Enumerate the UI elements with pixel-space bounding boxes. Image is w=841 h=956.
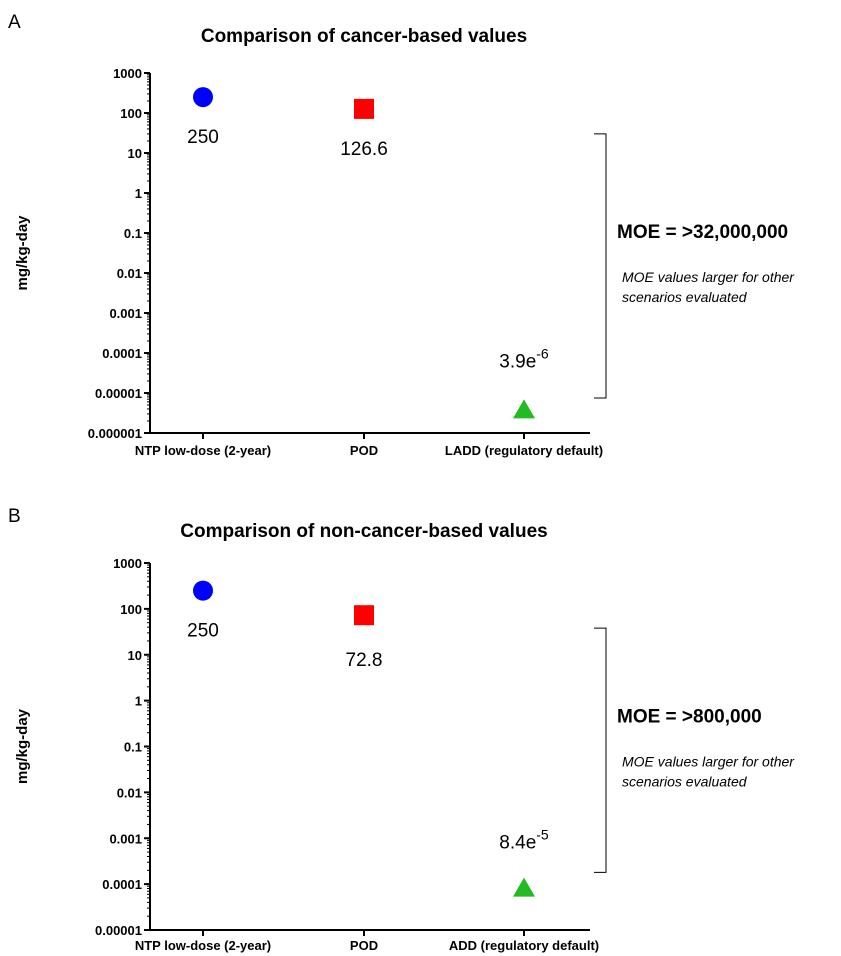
y-tick-label: 100: [120, 602, 142, 617]
y-tick-label: 10: [128, 146, 142, 161]
x-tick-label: POD: [350, 443, 378, 458]
y-tick-label: 0.001: [109, 831, 142, 846]
y-tick-label: 1: [135, 186, 142, 201]
y-tick-label: 0.01: [117, 266, 142, 281]
data-label: 72.8: [346, 650, 383, 671]
y-tick-label: 100: [120, 106, 142, 121]
y-tick-label: 1000: [113, 66, 142, 81]
moe-note-line: MOE values larger for other: [622, 753, 795, 769]
y-tick-label: 0.0001: [102, 877, 142, 892]
panel-label: A: [8, 12, 21, 33]
point-circle: [193, 580, 213, 601]
x-tick-label: ADD (regulatory default): [449, 938, 599, 953]
data-label: 250: [187, 621, 219, 642]
y-tick-label: 0.00001: [95, 923, 142, 938]
moe-note-line: MOE values larger for other: [622, 269, 795, 285]
data-label: 8.4e-5: [499, 827, 549, 854]
moe-text: MOE = >800,000: [617, 706, 762, 727]
y-tick-label: 0.00001: [95, 386, 142, 401]
y-tick-label: 0.01: [117, 785, 142, 800]
moe-text: MOE = >32,000,000: [617, 222, 788, 243]
point-square: [354, 605, 374, 626]
panel-label: B: [8, 506, 21, 527]
moe-note-line: scenarios evaluated: [622, 773, 748, 789]
x-tick-label: NTP low-dose (2-year): [135, 938, 271, 953]
x-tick-label: POD: [350, 938, 378, 953]
data-label: 126.6: [340, 139, 388, 160]
y-tick-label: 0.1: [124, 740, 142, 755]
data-label: 250: [187, 127, 219, 148]
chart-title: Comparison of non-cancer-based values: [180, 521, 547, 542]
point-square: [354, 98, 374, 119]
y-tick-label: 0.000001: [88, 426, 142, 441]
x-tick-label: NTP low-dose (2-year): [135, 443, 271, 458]
y-tick-label: 0.001: [109, 306, 142, 321]
data-label: 3.9e-6: [499, 345, 549, 372]
y-axis-label: mg/kg-day: [14, 215, 31, 291]
y-axis-label: mg/kg-day: [14, 708, 31, 784]
moe-bracket: [594, 627, 607, 873]
point-triangle: [513, 399, 535, 419]
y-tick-label: 0.0001: [102, 346, 142, 361]
point-circle: [193, 87, 213, 108]
moe-note-line: scenarios evaluated: [622, 289, 748, 305]
y-tick-label: 10: [128, 648, 142, 663]
point-triangle: [513, 877, 535, 897]
y-tick-label: 1: [135, 694, 142, 709]
y-tick-label: 1000: [113, 556, 142, 571]
x-tick-label: LADD (regulatory default): [445, 443, 603, 458]
moe-bracket: [594, 133, 607, 399]
chart-title: Comparison of cancer-based values: [201, 26, 527, 47]
y-tick-label: 0.1: [124, 226, 142, 241]
